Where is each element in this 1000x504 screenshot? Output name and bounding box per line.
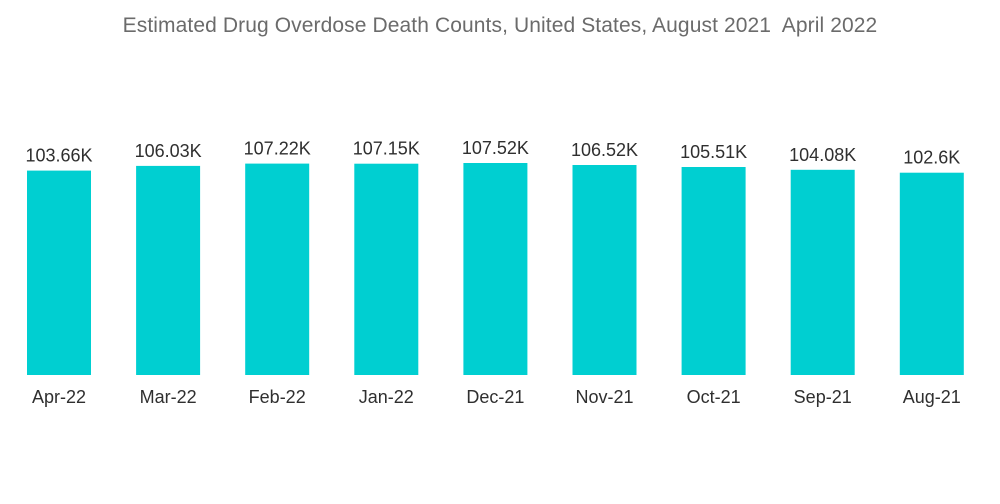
data-label-sep-21: 104.08K [789, 145, 856, 165]
data-label-mar-22: 106.03K [135, 141, 202, 161]
data-label-dec-21: 107.52K [462, 138, 529, 158]
data-label-apr-22: 103.66K [25, 146, 92, 166]
bar-feb-22 [245, 163, 310, 375]
x-tick-label-feb-22: Feb-22 [249, 387, 306, 407]
bar-oct-21 [681, 167, 746, 375]
data-label-aug-21: 102.6K [903, 148, 960, 168]
data-label-nov-21: 106.52K [571, 140, 638, 160]
bar-mar-22 [136, 165, 201, 375]
bar-nov-21 [572, 165, 637, 375]
x-tick-label-oct-21: Oct-21 [687, 387, 741, 407]
x-tick-label-mar-22: Mar-22 [140, 387, 197, 407]
x-tick-label-jan-22: Jan-22 [359, 387, 414, 407]
x-tick-label-dec-21: Dec-21 [466, 387, 524, 407]
data-labels-layer: 103.66K 106.03K 107.22K 107.15K 107.52K 106.5… [25, 138, 960, 168]
bar-dec-21 [463, 163, 528, 375]
chart-title: Estimated Drug Overdose Death Counts, Un… [122, 14, 878, 37]
data-label-jan-22: 107.15K [353, 139, 420, 159]
bar-jan-22 [354, 163, 419, 375]
x-tick-label-sep-21: Sep-21 [794, 387, 852, 407]
bar-apr-22 [27, 170, 91, 375]
x-tick-label-apr-22: Apr-22 [32, 387, 86, 407]
x-axis-tick-labels: Apr-22 Mar-22 Feb-22 Jan-22 Dec-21 Nov-21 Oct-… [32, 387, 961, 407]
bar-sep-21 [790, 169, 855, 375]
x-tick-label-nov-21: Nov-21 [575, 387, 633, 407]
x-tick-label-aug-21: Aug-21 [903, 387, 961, 407]
bar-aug-21 [899, 172, 964, 375]
data-label-oct-21: 105.51K [680, 142, 747, 162]
data-label-feb-22: 107.22K [244, 139, 311, 159]
bars-layer [27, 163, 964, 375]
